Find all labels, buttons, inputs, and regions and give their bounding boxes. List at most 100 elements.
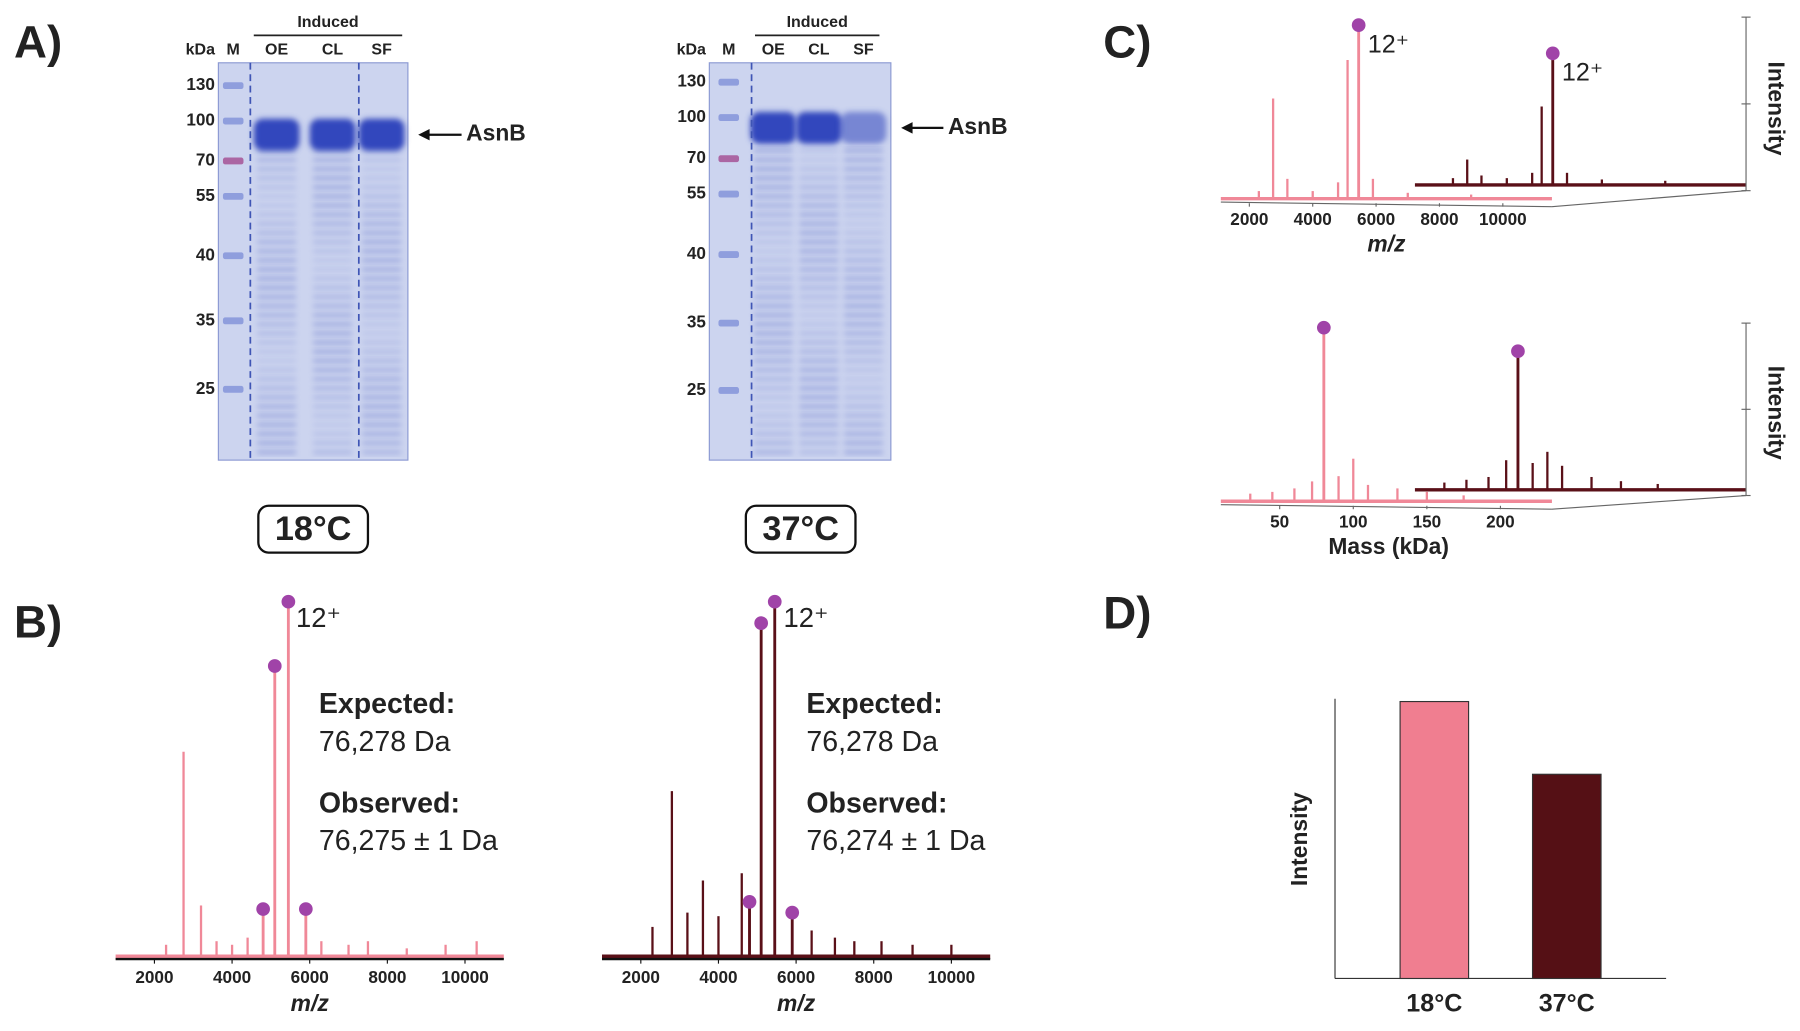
gel-band <box>362 203 402 208</box>
gel-band <box>257 203 297 208</box>
gel-band <box>799 440 839 446</box>
gel-band <box>799 248 839 254</box>
gel-band <box>753 221 793 227</box>
x-axis-label: m/z <box>1367 231 1406 257</box>
marker-band <box>222 157 244 165</box>
gel-band <box>257 340 297 345</box>
gel-band <box>753 258 793 263</box>
marker-label: 70 <box>196 151 215 170</box>
gel-band <box>257 184 297 190</box>
gel-band <box>313 376 352 382</box>
x-axis <box>1220 504 1552 510</box>
depth-axis <box>1551 190 1747 208</box>
unit-label: kDa <box>186 41 215 58</box>
marker-band <box>222 82 244 90</box>
gel-band <box>313 267 352 272</box>
gel-band <box>844 367 883 373</box>
unit-label: kDa <box>677 41 706 58</box>
gel-band <box>313 285 352 291</box>
charge-state-marker <box>754 616 769 630</box>
gel-band <box>257 385 297 391</box>
charge-state-marker <box>1545 46 1560 61</box>
gel-band <box>257 413 297 418</box>
gel-band <box>753 349 793 354</box>
marker-label: 40 <box>687 244 706 263</box>
lane-label: CL <box>322 41 344 58</box>
x-tick-label: 4000 <box>1294 210 1332 229</box>
gel-band <box>257 175 297 181</box>
x-tick-label: 8000 <box>368 968 406 987</box>
gel-band <box>799 212 839 217</box>
gel-band <box>844 349 883 354</box>
marker-label: 25 <box>196 379 216 398</box>
charge-state-marker <box>267 659 282 673</box>
gel-band <box>753 422 793 428</box>
gel-band <box>313 431 352 437</box>
gel-band <box>799 221 839 227</box>
gel-band <box>257 312 297 318</box>
gel-band <box>753 449 793 455</box>
y-axis-label: Intensity <box>1764 366 1790 460</box>
gel-band <box>799 340 839 345</box>
x-tick-label: 2000 <box>135 968 173 987</box>
gel-band <box>844 267 883 272</box>
gel-band <box>799 404 839 409</box>
temperature-label: 37°C <box>762 510 839 548</box>
bar <box>1399 700 1470 980</box>
gel-band <box>313 230 352 236</box>
gel-band <box>362 312 402 318</box>
lane-label: OE <box>265 41 288 58</box>
gel-band <box>313 184 352 190</box>
mass-annotation: Observed: <box>319 787 460 819</box>
gel-band <box>257 267 297 272</box>
gel-band <box>313 449 352 455</box>
charge-label: 12⁺ <box>1368 30 1409 58</box>
gel-band <box>313 385 352 391</box>
gel-band <box>362 395 402 400</box>
charge-state-marker <box>298 902 313 916</box>
marker-band <box>718 387 740 394</box>
gel-band <box>362 422 402 428</box>
gel-band <box>844 203 883 208</box>
gel-band <box>313 395 352 400</box>
gel-band <box>313 349 352 354</box>
gel-band <box>799 276 839 281</box>
gel-band <box>799 184 839 190</box>
gel-band <box>799 303 839 309</box>
lane-label: M <box>722 41 735 58</box>
x-tick-label: 200 <box>1486 512 1515 531</box>
gel-band <box>313 221 352 227</box>
gel-band <box>753 276 793 281</box>
mass-annotation: 76,274 ± 1 Da <box>806 825 985 857</box>
gel-band <box>362 175 402 181</box>
gel-band <box>799 331 839 336</box>
panel-label: D) <box>1103 588 1151 639</box>
gel-band <box>753 331 793 336</box>
gel-band <box>753 395 793 400</box>
gel: Induced kDa M OE CL SF 130 100 70 55 40 35 25 AsnB 37°… <box>677 14 1008 554</box>
gel-band <box>753 321 793 327</box>
gel-band <box>362 376 402 382</box>
gel-band <box>799 385 839 391</box>
x-tick-label: 6000 <box>291 968 329 987</box>
gel-band <box>362 404 402 409</box>
gel-band <box>753 175 793 181</box>
gel-band <box>844 376 883 382</box>
gel-band <box>362 349 402 354</box>
gel-band <box>313 367 352 373</box>
spectrum: 2000 4000 6000 8000 10000 m/z 12⁺ Expected: 76,2… <box>115 594 504 1016</box>
gel-band <box>844 331 883 336</box>
gel-band <box>753 294 793 300</box>
marker-band <box>718 190 740 198</box>
gel-band <box>844 276 883 281</box>
gel-band <box>362 258 402 263</box>
temperature-box <box>257 504 370 554</box>
gel-band <box>257 404 297 409</box>
gel-band <box>753 285 793 291</box>
gel-band <box>799 239 839 245</box>
panel-label: B) <box>14 597 62 648</box>
gel-band <box>844 157 883 163</box>
gel-band <box>753 367 793 373</box>
gel-band <box>313 157 352 163</box>
